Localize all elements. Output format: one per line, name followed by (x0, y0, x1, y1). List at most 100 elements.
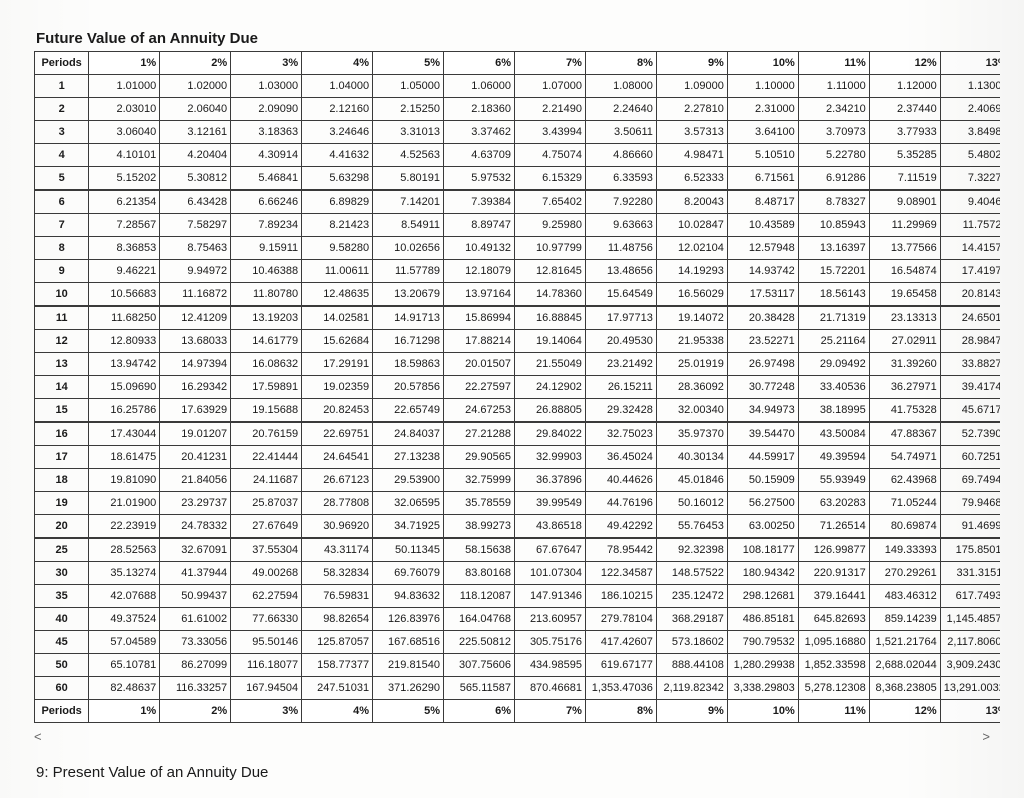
value-cell: 305.75176 (514, 631, 585, 654)
value-cell: 16.54874 (869, 260, 940, 283)
col-header-rate: 10% (727, 52, 798, 75)
value-cell: 16.56029 (656, 283, 727, 307)
value-cell: 65.10781 (89, 654, 160, 677)
value-cell: 1,095.16880 (798, 631, 869, 654)
value-cell: 870.46681 (514, 677, 585, 700)
value-cell: 13.19203 (231, 306, 302, 330)
col-header-rate: 8% (585, 700, 656, 723)
table-row: 44.101014.204044.309144.416324.525634.63… (35, 144, 1001, 167)
value-cell: 29.32428 (585, 399, 656, 423)
value-cell: 36.45024 (585, 446, 656, 469)
value-cell: 50.99437 (160, 585, 231, 608)
value-cell: 21.84056 (160, 469, 231, 492)
value-cell: 29.53900 (373, 469, 444, 492)
period-cell: 18 (35, 469, 89, 492)
value-cell: 18.61475 (89, 446, 160, 469)
period-cell: 8 (35, 237, 89, 260)
value-cell: 12.80933 (89, 330, 160, 353)
value-cell: 122.34587 (585, 562, 656, 585)
value-cell: 175.85010 (940, 538, 1000, 562)
value-cell: 167.68516 (373, 631, 444, 654)
value-cell: 1.01000 (89, 75, 160, 98)
value-cell: 50.11345 (373, 538, 444, 562)
value-cell: 45.67173 (940, 399, 1000, 423)
value-cell: 5.48027 (940, 144, 1000, 167)
value-cell: 40.30134 (656, 446, 727, 469)
value-cell: 20.49530 (585, 330, 656, 353)
value-cell: 9.08901 (869, 190, 940, 214)
value-cell: 35.13274 (89, 562, 160, 585)
col-header-rate: 11% (798, 700, 869, 723)
table-row: 1718.6147520.4123122.4144424.6454127.132… (35, 446, 1001, 469)
col-header-rate: 12% (869, 700, 940, 723)
value-cell: 27.02911 (869, 330, 940, 353)
value-cell: 6.43428 (160, 190, 231, 214)
value-cell: 12.02104 (656, 237, 727, 260)
period-cell: 7 (35, 214, 89, 237)
value-cell: 1.08000 (585, 75, 656, 98)
value-cell: 14.91713 (373, 306, 444, 330)
col-header-rate: 7% (514, 52, 585, 75)
value-cell: 1,280.29938 (727, 654, 798, 677)
table-row: 4049.3752461.6100277.6633098.82654126.83… (35, 608, 1001, 631)
col-header-rate: 13% (940, 700, 1000, 723)
value-cell: 9.94972 (160, 260, 231, 283)
value-cell: 8.54911 (373, 214, 444, 237)
value-cell: 12.18079 (444, 260, 515, 283)
value-cell: 9.63663 (585, 214, 656, 237)
value-cell: 2.03010 (89, 98, 160, 121)
value-cell: 219.81540 (373, 654, 444, 677)
value-cell: 565.11587 (444, 677, 515, 700)
table-body: 11.010001.020001.030001.040001.050001.06… (35, 75, 1001, 700)
value-cell: 34.71925 (373, 515, 444, 539)
value-cell: 29.84022 (514, 422, 585, 446)
value-cell: 8,368.23805 (869, 677, 940, 700)
value-cell: 28.77808 (302, 492, 373, 515)
scroll-hint: < > (34, 729, 990, 744)
value-cell: 15.62684 (302, 330, 373, 353)
value-cell: 77.66330 (231, 608, 302, 631)
period-cell: 16 (35, 422, 89, 446)
value-cell: 26.88805 (514, 399, 585, 423)
value-cell: 371.26290 (373, 677, 444, 700)
value-cell: 26.67123 (302, 469, 373, 492)
col-header-periods: Periods (35, 52, 89, 75)
value-cell: 10.02847 (656, 214, 727, 237)
value-cell: 27.67649 (231, 515, 302, 539)
scroll-left-icon: < (34, 729, 42, 744)
value-cell: 11.48756 (585, 237, 656, 260)
value-cell: 1.05000 (373, 75, 444, 98)
value-cell: 1,145.48579 (940, 608, 1000, 631)
value-cell: 23.21492 (585, 353, 656, 376)
value-cell: 94.83632 (373, 585, 444, 608)
value-cell: 6.91286 (798, 167, 869, 191)
value-cell: 13,291.00327 (940, 677, 1000, 700)
value-cell: 1.04000 (302, 75, 373, 98)
value-cell: 19.14072 (656, 306, 727, 330)
value-cell: 147.91346 (514, 585, 585, 608)
period-cell: 15 (35, 399, 89, 423)
value-cell: 6.33593 (585, 167, 656, 191)
value-cell: 3.50611 (585, 121, 656, 144)
col-header-rate: 3% (231, 52, 302, 75)
period-cell: 1 (35, 75, 89, 98)
value-cell: 36.27971 (869, 376, 940, 399)
table-row: 22.030102.060402.090902.121602.152502.18… (35, 98, 1001, 121)
period-cell: 60 (35, 677, 89, 700)
col-header-rate: 6% (444, 52, 515, 75)
table-row: 33.060403.121613.183633.246463.310133.37… (35, 121, 1001, 144)
value-cell: 3.57313 (656, 121, 727, 144)
value-cell: 19.15688 (231, 399, 302, 423)
value-cell: 573.18602 (656, 631, 727, 654)
period-cell: 3 (35, 121, 89, 144)
value-cell: 8.48717 (727, 190, 798, 214)
table-row: 1516.2578617.6392919.1568820.8245322.657… (35, 399, 1001, 423)
value-cell: 1.02000 (160, 75, 231, 98)
value-cell: 56.27500 (727, 492, 798, 515)
value-cell: 2.21490 (514, 98, 585, 121)
value-cell: 1.07000 (514, 75, 585, 98)
value-cell: 55.76453 (656, 515, 727, 539)
value-cell: 17.63929 (160, 399, 231, 423)
value-cell: 2.09090 (231, 98, 302, 121)
value-cell: 29.90565 (444, 446, 515, 469)
